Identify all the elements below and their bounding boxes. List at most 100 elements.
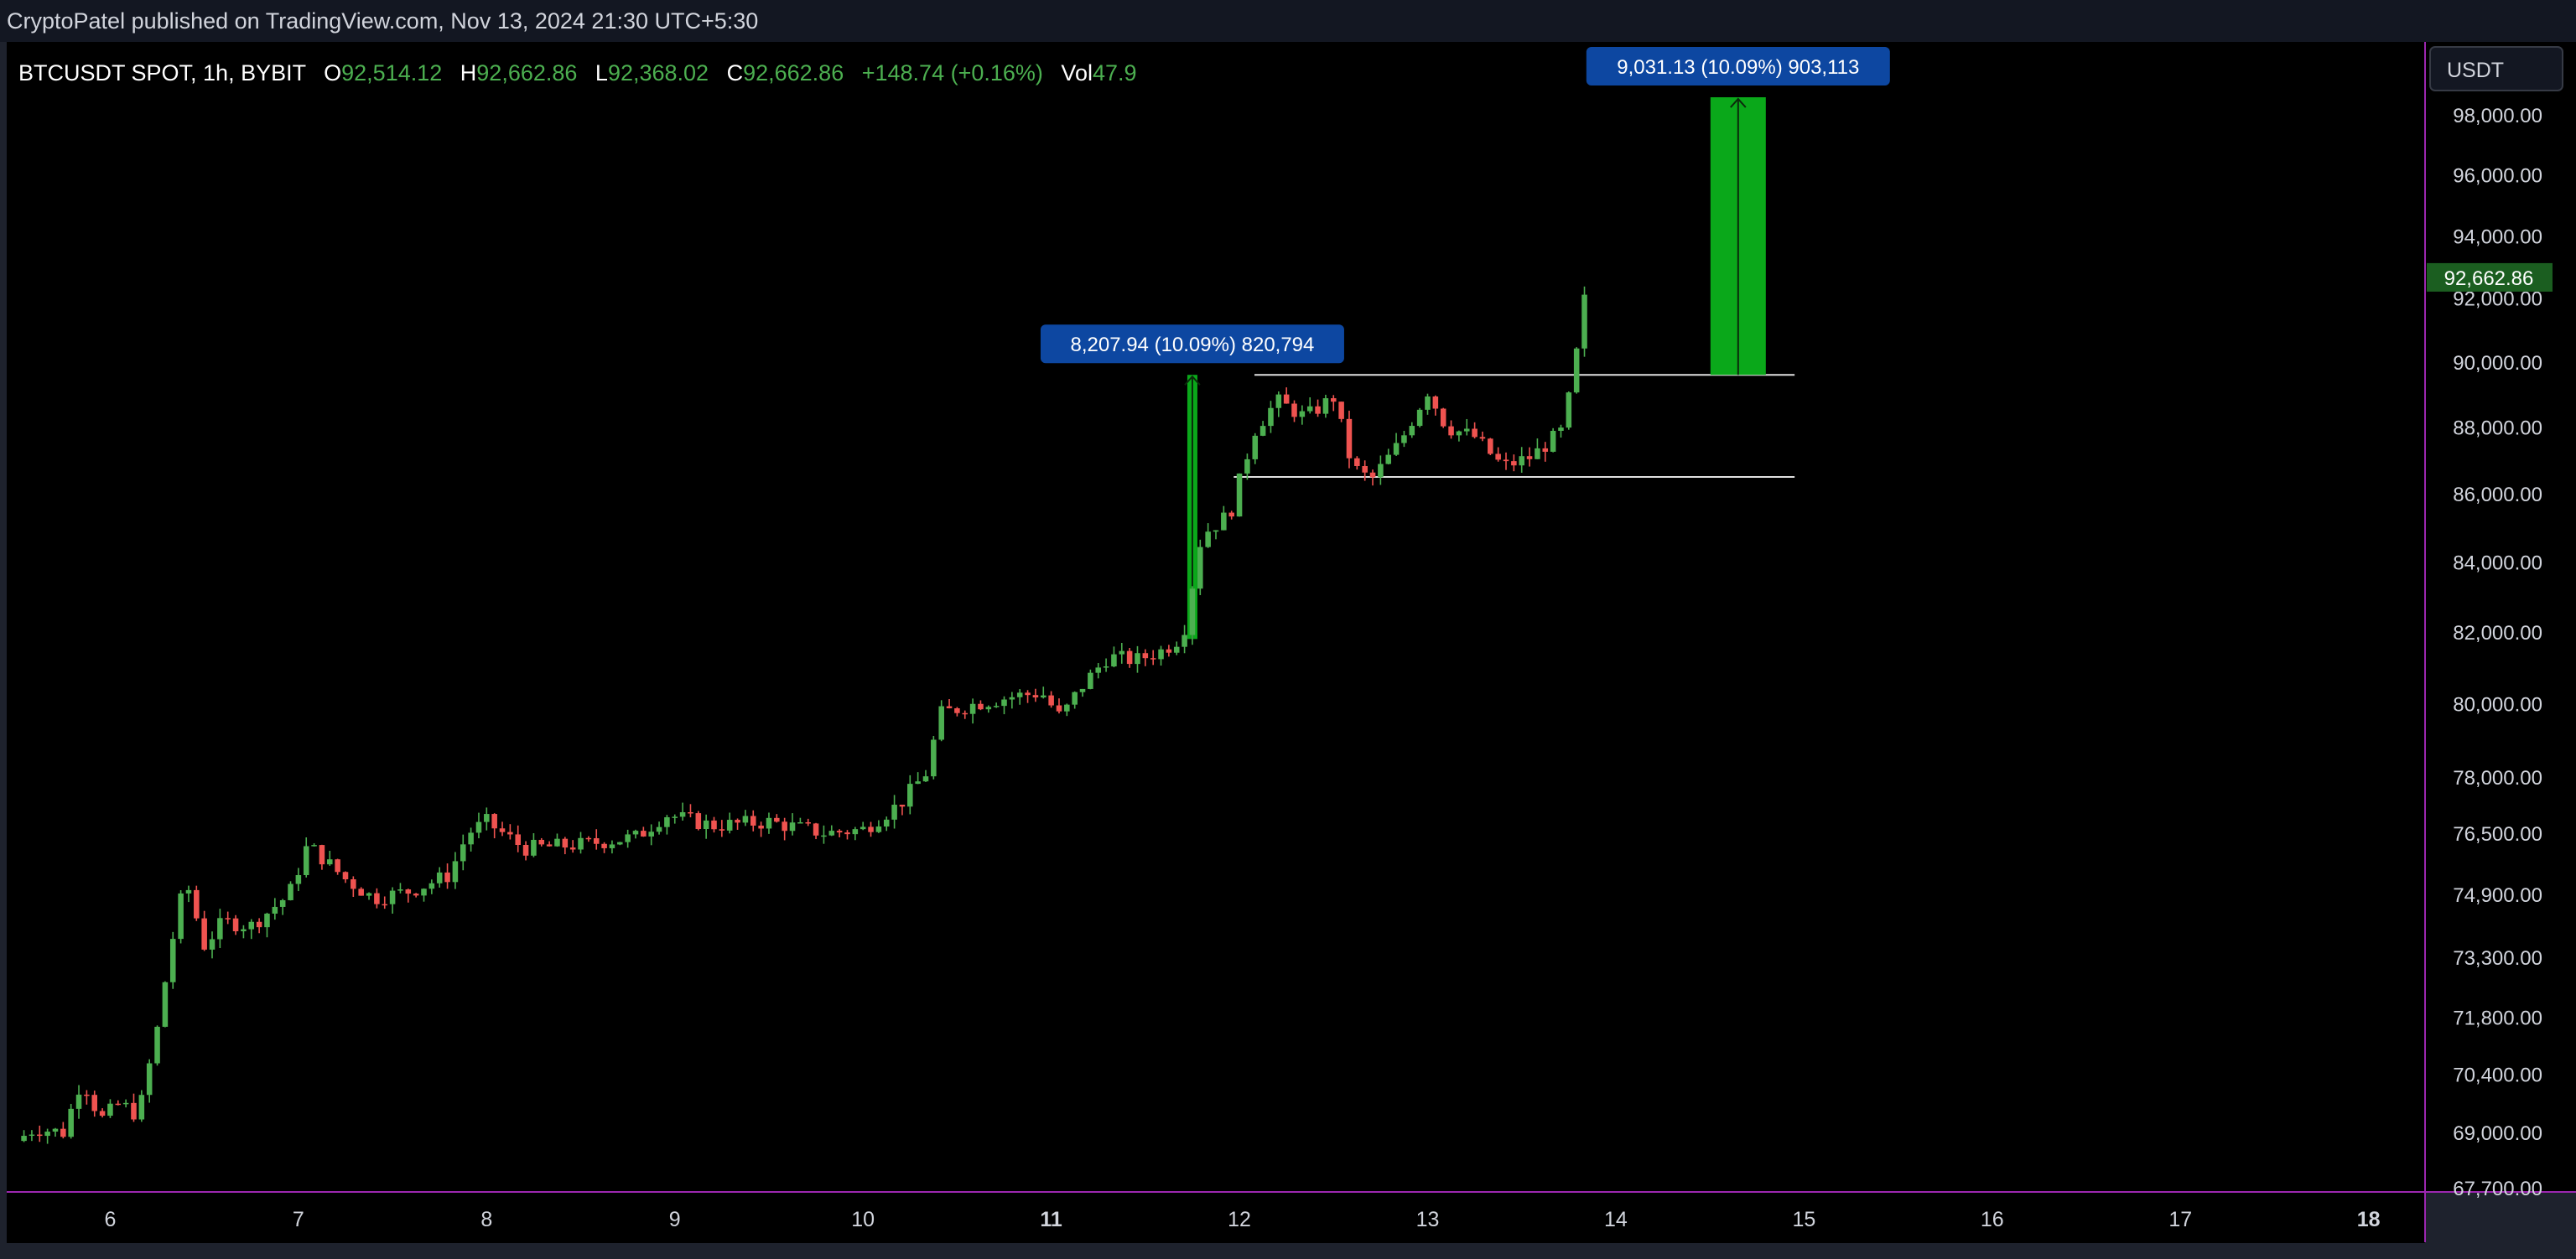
- candle-down: [1346, 418, 1353, 459]
- candle-down: [1440, 408, 1446, 427]
- candle-up: [969, 703, 976, 714]
- candle-up: [1244, 459, 1250, 474]
- candle-up: [138, 1095, 145, 1120]
- price-tick-label: 76,500.00: [2453, 823, 2542, 846]
- candle-down: [444, 872, 450, 883]
- time-axis-pane[interactable]: [7, 1193, 2425, 1243]
- price-tick-label: 80,000.00: [2453, 693, 2542, 716]
- candle-down: [99, 1111, 106, 1117]
- price-axis-pane[interactable]: [2426, 42, 2576, 1192]
- price-tick-label: 92,000.00: [2453, 288, 2542, 311]
- legend-symbol: BTCUSDT SPOT, 1h, BYBIT: [18, 60, 306, 85]
- candle-down: [1032, 695, 1039, 698]
- candle-down: [735, 820, 740, 823]
- candle-up: [1189, 588, 1196, 635]
- candle-up: [162, 982, 169, 1027]
- chart-pane[interactable]: [7, 42, 2425, 1192]
- time-tick-label: 7: [293, 1208, 304, 1231]
- candle-up: [852, 829, 859, 835]
- candle-up: [288, 883, 293, 900]
- candle-up: [648, 832, 654, 837]
- candle-up: [931, 739, 937, 777]
- candle-down: [1495, 453, 1501, 460]
- publisher-line: CryptoPatel published on TradingView.com…: [7, 8, 759, 34]
- candle-up: [797, 822, 803, 824]
- candle-up: [107, 1103, 113, 1117]
- candle-up: [1001, 699, 1007, 707]
- candle-up: [217, 918, 223, 940]
- time-axis[interactable]: 6 7 8 9 10 11 12 13 14 15 16 17 18: [104, 1208, 2380, 1231]
- candle-down: [1056, 705, 1062, 712]
- candle-down: [601, 843, 607, 848]
- candle-down: [201, 918, 207, 950]
- candle-down: [954, 707, 960, 713]
- candles[interactable]: [21, 286, 1587, 1144]
- candle-down: [405, 889, 412, 894]
- currency-button[interactable]: USDT: [2429, 46, 2563, 91]
- time-tick-label: 18: [2357, 1208, 2381, 1231]
- candle-down: [758, 825, 764, 829]
- candle-down: [1369, 472, 1376, 478]
- candle-up: [1009, 697, 1015, 700]
- candle-up: [1581, 294, 1587, 349]
- candle-up: [993, 706, 1000, 707]
- candle-up: [484, 814, 490, 822]
- price-tick-label: 98,000.00: [2453, 105, 2542, 127]
- price-axis[interactable]: 98,000.00 96,000.00 94,000.00 92,000.00 90,0…: [2453, 105, 2542, 1200]
- candle-down: [1526, 456, 1533, 459]
- candle-down: [115, 1103, 122, 1106]
- time-tick-label: 8: [480, 1208, 492, 1231]
- candle-up: [789, 822, 796, 832]
- candle-down: [836, 831, 843, 833]
- measure-tools[interactable]: 8,207.94 (10.09%) 820,794 9,031.13 (10.09…: [1040, 47, 1890, 640]
- candle-up: [632, 831, 639, 835]
- candle-up: [664, 816, 670, 827]
- candle-up: [1409, 426, 1415, 436]
- candle-down: [688, 811, 693, 814]
- candle-up: [1064, 704, 1070, 712]
- candle-up: [279, 899, 286, 907]
- candle-up: [1268, 407, 1274, 427]
- candle-down: [695, 813, 702, 830]
- candle-up: [1566, 392, 1572, 428]
- candle-down: [585, 837, 592, 840]
- candle-up: [1535, 448, 1540, 459]
- candle-up: [68, 1108, 74, 1137]
- candle-up: [1385, 454, 1392, 464]
- last-price-marker: 92,662.86: [2427, 262, 2553, 292]
- candle-up: [578, 837, 584, 850]
- candle-up: [1221, 512, 1227, 531]
- legend-open-label: O: [324, 60, 341, 85]
- candle-up: [1299, 411, 1306, 417]
- candle-up: [468, 832, 474, 845]
- price-tick-label: 96,000.00: [2453, 164, 2542, 187]
- price-tick-label: 70,400.00: [2453, 1065, 2542, 1087]
- candle-up: [1205, 531, 1211, 547]
- candle-up: [1558, 427, 1564, 432]
- candle-up: [460, 844, 466, 862]
- candle-down: [538, 839, 545, 845]
- range-lines[interactable]: [1233, 374, 1795, 479]
- candle-up: [672, 816, 678, 818]
- candle-up: [1158, 649, 1164, 660]
- candle-down: [351, 879, 356, 889]
- candle-down: [84, 1094, 90, 1096]
- candle-up: [617, 842, 623, 845]
- time-tick-label: 10: [851, 1208, 875, 1231]
- candle-down: [562, 838, 569, 848]
- candle-up: [875, 826, 882, 832]
- candle-down: [1142, 653, 1149, 659]
- currency-button-frame[interactable]: [2429, 46, 2563, 91]
- candle-down: [1432, 396, 1439, 409]
- candle-up: [428, 883, 435, 889]
- candle-up: [915, 781, 921, 785]
- legend-high-value: 92,662.86: [476, 60, 577, 85]
- candle-down: [1150, 658, 1156, 660]
- candle-up: [656, 826, 662, 832]
- time-tick-label: 15: [1792, 1208, 1815, 1231]
- price-tick-label: 69,000.00: [2453, 1122, 2542, 1145]
- time-tick-label: 6: [104, 1208, 116, 1231]
- candle-down: [232, 918, 239, 932]
- candle-up: [436, 872, 443, 883]
